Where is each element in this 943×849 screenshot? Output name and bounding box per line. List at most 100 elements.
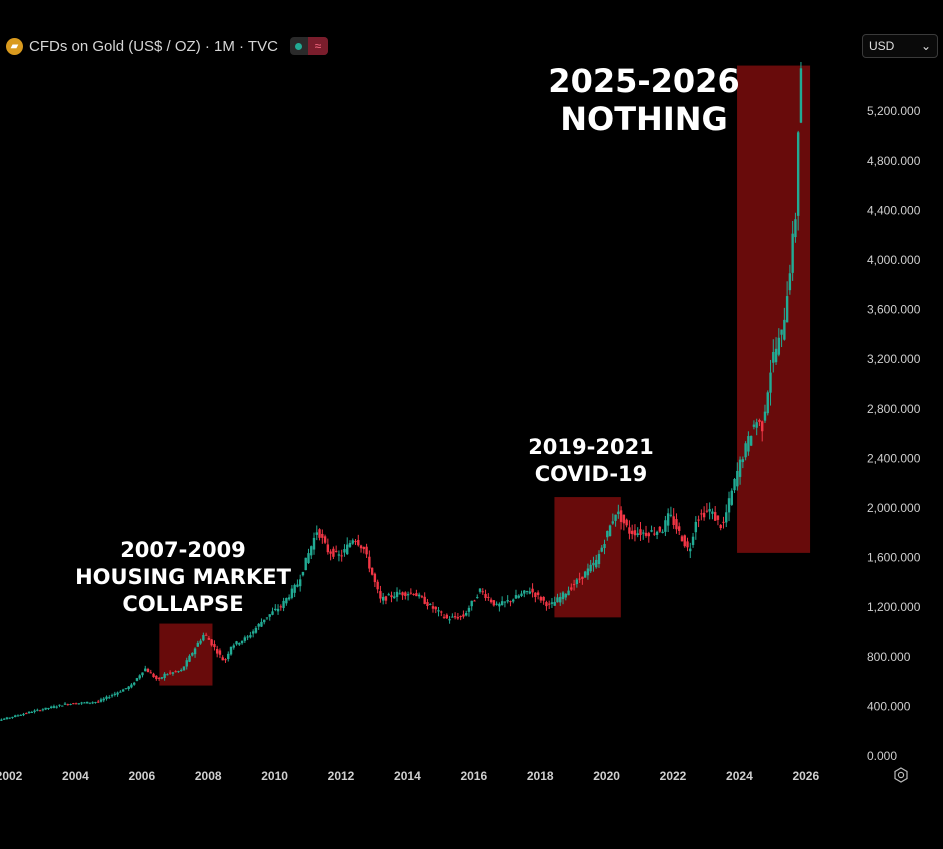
candle-body — [600, 547, 603, 552]
candle-body — [5, 717, 9, 720]
candle-body — [708, 509, 711, 512]
candle-body — [498, 603, 501, 607]
candle-body — [52, 706, 56, 708]
candle-body — [467, 607, 471, 612]
candle-body — [8, 717, 11, 719]
candle-body — [329, 551, 332, 554]
candle-body — [41, 709, 45, 711]
candle-body — [113, 693, 117, 695]
candle-body — [702, 512, 706, 518]
market-open-icon — [290, 37, 308, 55]
candle-body — [794, 219, 797, 238]
candle-body — [49, 706, 53, 708]
y-tick-label: 5,200.000 — [867, 104, 921, 118]
highlight-box-housing — [159, 623, 213, 686]
candle-body — [628, 527, 631, 534]
candle-body — [539, 597, 543, 601]
x-tick-label: 2022 — [660, 769, 687, 783]
candle-body — [398, 593, 401, 595]
candle-body — [393, 596, 396, 599]
status-pill[interactable]: ≈ — [289, 37, 328, 55]
candle-body — [437, 610, 440, 612]
candle-body — [630, 530, 634, 535]
y-tick-label: 2,800.000 — [867, 402, 921, 416]
candle-body — [567, 590, 570, 596]
candle-body — [581, 576, 584, 579]
candle-body — [597, 553, 601, 565]
candle-body — [614, 514, 617, 521]
candle-body — [592, 562, 595, 566]
candle-body — [110, 695, 114, 697]
candle-body — [124, 688, 128, 690]
candle-body — [152, 673, 155, 678]
candle-body — [359, 545, 363, 549]
candle-body — [426, 602, 429, 606]
candle-body — [343, 549, 346, 553]
x-tick-label: 2004 — [62, 769, 89, 783]
candle-body — [215, 648, 219, 654]
candle-body — [440, 611, 443, 613]
candle-body — [431, 606, 435, 609]
candle-body — [453, 616, 457, 618]
symbol-title[interactable]: CFDs on Gold (US$ / OZ) · 1M · TVC — [29, 37, 278, 55]
candle-body — [755, 422, 758, 428]
candle-body — [390, 595, 393, 598]
candle-body — [780, 329, 783, 335]
candle-body — [238, 642, 241, 645]
candle-body — [517, 595, 520, 598]
candle-body — [370, 567, 374, 575]
candle-body — [199, 640, 202, 644]
candle-body — [97, 701, 100, 703]
candle-body — [664, 520, 667, 532]
currency-select[interactable]: USD ⌄ — [862, 34, 938, 58]
candle-body — [672, 516, 675, 526]
candle-body — [683, 535, 686, 547]
candle-body — [213, 644, 216, 648]
candle-body — [429, 603, 432, 605]
candle-body — [105, 696, 108, 699]
candle-body — [257, 623, 260, 627]
candle-body — [307, 553, 310, 564]
candle-body — [572, 584, 576, 586]
candle-body — [636, 533, 639, 536]
annotation-label-housing: COLLAPSE — [122, 592, 243, 616]
candle-body — [553, 601, 556, 606]
candle-body — [265, 617, 269, 619]
candle-body — [69, 704, 72, 706]
candle-body — [525, 590, 529, 592]
candle-body — [160, 677, 164, 679]
candle-body — [121, 689, 125, 692]
x-tick-label: 2024 — [726, 769, 753, 783]
candle-body — [384, 596, 388, 601]
candle-body — [492, 600, 496, 606]
currency-value: USD — [869, 39, 895, 53]
candle-body — [589, 564, 592, 572]
x-tick-label: 2010 — [261, 769, 288, 783]
candle-body — [301, 571, 305, 576]
candle-body — [191, 653, 194, 656]
candle-body — [487, 596, 490, 598]
candle-body — [689, 548, 692, 552]
candle-body — [470, 600, 473, 607]
candle-body — [373, 573, 377, 583]
candle-body — [578, 578, 581, 580]
candle-body — [119, 691, 122, 693]
candle-body — [448, 619, 451, 621]
candle-body — [489, 599, 493, 603]
settings-gear-icon[interactable] — [893, 767, 909, 783]
candle-body — [340, 555, 343, 557]
gold-bars-icon: ▰ — [6, 37, 23, 55]
candle-body — [473, 600, 476, 602]
candle-body — [404, 592, 407, 596]
candle-body — [713, 512, 717, 521]
candle-body — [246, 636, 249, 638]
candle-body — [564, 593, 567, 598]
y-tick-label: 0.000 — [867, 749, 897, 763]
y-tick-label: 800.000 — [867, 650, 911, 664]
candle-body — [196, 642, 200, 647]
candle-body — [44, 707, 47, 710]
candle-body — [417, 594, 421, 597]
candle-body — [406, 594, 410, 596]
candle-body — [595, 559, 598, 568]
